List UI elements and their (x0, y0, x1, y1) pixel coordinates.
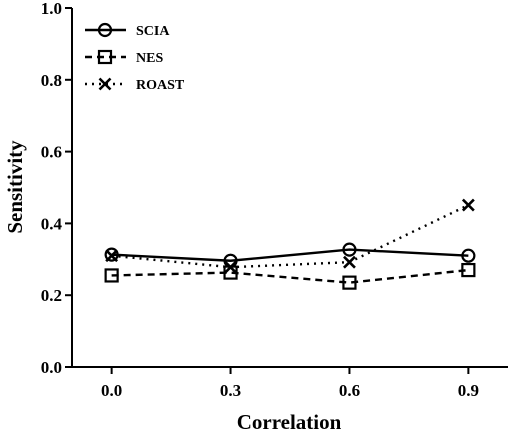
x-tick-label: 0.9 (458, 381, 479, 400)
legend-label-nes: NES (136, 51, 163, 66)
plot-axes: 0.0 0.2 0.4 0.6 0.8 1.0 0.0 0.3 0.6 0.9 (41, 0, 508, 400)
y-tick-label: 1.0 (41, 0, 62, 18)
legend: SCIA NES ROAST (85, 22, 185, 93)
y-axis-title: Sensitivity (3, 140, 27, 234)
y-tick-label: 0.2 (41, 286, 62, 305)
y-tick-label: 0.8 (41, 71, 62, 90)
y-tick-label: 0.4 (41, 214, 63, 233)
x-axis-title: Correlation (237, 410, 342, 434)
legend-marker-scia (97, 22, 113, 38)
marker-roast-0 (105, 249, 119, 263)
series-line-nes (111, 268, 469, 284)
x-tick-label: 0.0 (101, 381, 122, 400)
marker-nes-0 (104, 268, 119, 283)
x-tick-label: 0.6 (339, 381, 360, 400)
legend-marker-roast (98, 77, 112, 91)
y-tick-label: 0.6 (41, 143, 62, 162)
legend-label-scia: SCIA (136, 24, 170, 39)
marker-scia-3 (461, 248, 476, 263)
marker-nes-2 (342, 275, 357, 290)
marker-scia-2 (342, 242, 357, 257)
x-tick-label: 0.3 (220, 381, 241, 400)
marker-roast-1 (224, 260, 237, 274)
series-layer (104, 198, 476, 290)
legend-marker-nes (97, 49, 113, 65)
y-tick-label: 0.0 (41, 358, 62, 377)
legend-label-roast: ROAST (136, 78, 185, 93)
series-line-scia (111, 248, 469, 262)
marker-scia-0 (104, 247, 119, 262)
marker-roast-3 (461, 198, 475, 212)
marker-roast-2 (343, 255, 356, 269)
marker-nes-3 (461, 262, 476, 278)
